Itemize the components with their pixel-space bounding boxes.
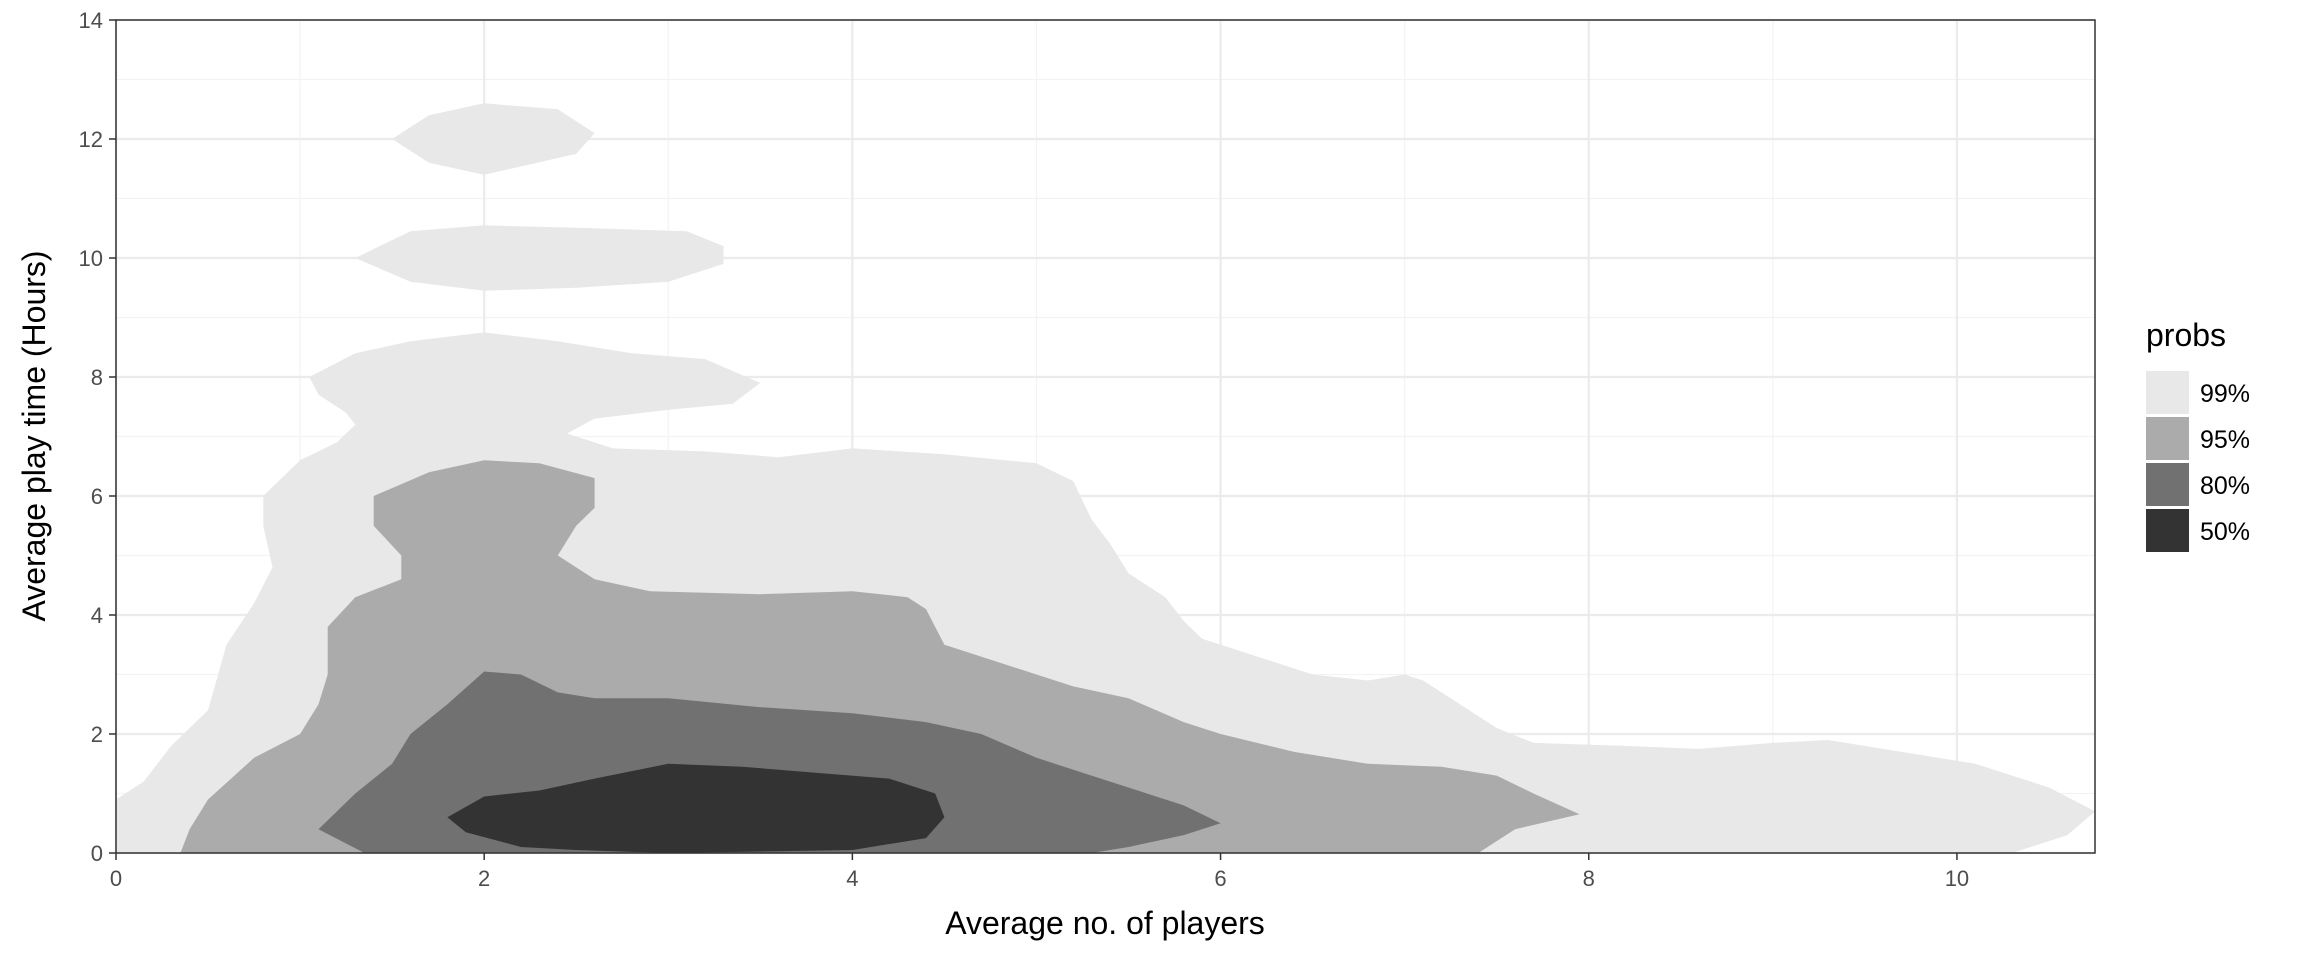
legend: probs 99% 95% 80% 50% [2146, 317, 2250, 552]
legend-label-80pct: 80% [2200, 472, 2250, 500]
x-axis: 0 2 4 6 8 10 [110, 853, 1969, 891]
y-tick-label: 12 [79, 127, 103, 152]
x-tick-label: 8 [1583, 866, 1595, 891]
legend-items: 99% 95% 80% 50% [2146, 371, 2250, 552]
contour-region-99pct-1 [392, 103, 595, 175]
legend-label-95pct: 95% [2200, 426, 2250, 454]
legend-swatch-95pct [2146, 417, 2189, 460]
x-tick-label: 6 [1214, 866, 1226, 891]
y-tick-label: 8 [91, 365, 103, 390]
y-axis: 0 2 4 6 8 10 12 14 [79, 8, 116, 866]
y-axis-title: Average play time (Hours) [16, 250, 52, 621]
legend-swatch-80pct [2146, 463, 2189, 506]
legend-title: probs [2146, 317, 2226, 353]
x-axis-title: Average no. of players [945, 905, 1265, 941]
legend-label-99pct: 99% [2200, 380, 2250, 408]
x-tick-label: 4 [846, 866, 858, 891]
contour-regions [116, 103, 2095, 853]
contour-region-99pct-2 [355, 225, 724, 291]
legend-swatch-50pct [2146, 509, 2189, 552]
plot-border [115, 19, 2096, 854]
y-tick-label: 14 [79, 8, 103, 33]
y-tick-label: 10 [79, 246, 103, 271]
legend-swatch-99pct [2146, 371, 2189, 414]
y-tick-label: 6 [91, 484, 103, 509]
x-tick-label: 0 [110, 866, 122, 891]
contour-region-50pct-0 [447, 763, 945, 853]
y-tick-label: 4 [91, 603, 103, 628]
y-tick-label: 2 [91, 722, 103, 747]
legend-label-50pct: 50% [2200, 518, 2250, 546]
y-tick-label: 0 [91, 841, 103, 866]
x-tick-label: 2 [478, 866, 490, 891]
x-tick-label: 10 [1945, 866, 1969, 891]
